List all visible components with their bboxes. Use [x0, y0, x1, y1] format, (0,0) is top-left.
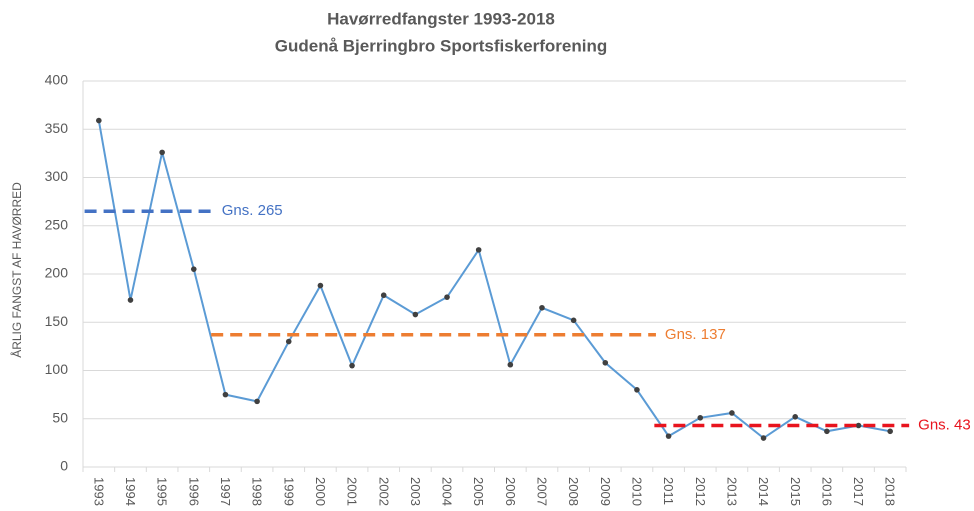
- data-point: [475, 247, 482, 253]
- data-point: [127, 297, 134, 303]
- x-tick-label: 2001: [345, 477, 360, 506]
- x-tick-label: 2007: [535, 477, 550, 506]
- average-label: Gns. 43: [918, 416, 971, 433]
- data-point: [729, 410, 735, 416]
- data-point: [96, 117, 102, 124]
- data-point: [760, 435, 767, 441]
- x-tick-label: 2000: [313, 477, 328, 506]
- x-tick-label: 2012: [693, 477, 708, 506]
- x-tick-label: 2006: [503, 477, 518, 506]
- x-tick-label: 2016: [819, 477, 834, 506]
- x-tick-label: 2010: [630, 477, 645, 506]
- x-tick-label: 2011: [661, 477, 676, 505]
- y-tick-label: 250: [45, 216, 69, 232]
- data-point: [824, 428, 830, 435]
- x-tick-label: 2017: [851, 477, 866, 506]
- data-point: [380, 292, 387, 299]
- data-point: [190, 266, 197, 272]
- y-tick-label: 150: [45, 313, 69, 329]
- data-point: [317, 282, 324, 289]
- data-point: [412, 311, 419, 318]
- data-point: [159, 149, 165, 156]
- data-point: [349, 362, 355, 369]
- x-tick-label: 2009: [598, 477, 613, 506]
- average-label: Gns. 265: [222, 202, 283, 219]
- data-point: [444, 294, 450, 300]
- data-point: [539, 304, 545, 311]
- x-tick-label: 2013: [724, 477, 739, 506]
- x-tick-label: 2008: [566, 477, 581, 506]
- y-tick-label: 300: [45, 168, 69, 184]
- chart-subtitle: Gudenå Bjerringbro Sportsfiskerforening: [275, 36, 608, 55]
- data-point: [887, 428, 893, 435]
- x-tick-label: 1998: [250, 477, 265, 506]
- x-tick-label: 1996: [186, 477, 201, 506]
- data-point: [697, 414, 704, 421]
- y-tick-label: 100: [45, 361, 69, 377]
- x-tick-label: 2005: [471, 477, 486, 506]
- x-tick-label: 2015: [788, 477, 803, 506]
- data-point: [254, 398, 260, 405]
- data-point: [855, 422, 862, 429]
- chart-title: Havørredfangster 1993-2018: [327, 9, 555, 28]
- y-tick-label: 0: [60, 458, 68, 474]
- y-tick-label: 350: [45, 120, 69, 136]
- y-tick-label: 400: [45, 72, 69, 88]
- x-tick-label: 2003: [408, 477, 423, 506]
- x-tick-label: 2002: [376, 477, 391, 506]
- x-tick-label: 1995: [155, 477, 170, 506]
- y-axis-title: ÅRLIG FANGST AF HAVØRRED: [9, 182, 24, 358]
- data-line: [97, 120, 891, 440]
- data-point: [792, 414, 799, 420]
- x-tick-label: 1993: [91, 477, 106, 506]
- data-point: [570, 317, 577, 324]
- y-tick-label: 50: [52, 409, 68, 425]
- x-tick-label: 2004: [440, 477, 455, 506]
- x-tick-label: 1994: [123, 477, 138, 506]
- average-label: Gns. 137: [665, 326, 726, 343]
- data-point: [222, 391, 229, 398]
- data-point: [665, 433, 672, 439]
- x-tick-label: 2014: [756, 477, 771, 506]
- x-tick-label: 1999: [281, 477, 296, 506]
- data-point: [602, 359, 609, 366]
- data-point: [285, 338, 292, 345]
- data-point: [634, 387, 640, 393]
- y-tick-label: 200: [45, 265, 69, 281]
- x-tick-label: 2018: [883, 477, 898, 506]
- x-tick-label: 1997: [218, 477, 233, 506]
- data-point: [507, 361, 514, 368]
